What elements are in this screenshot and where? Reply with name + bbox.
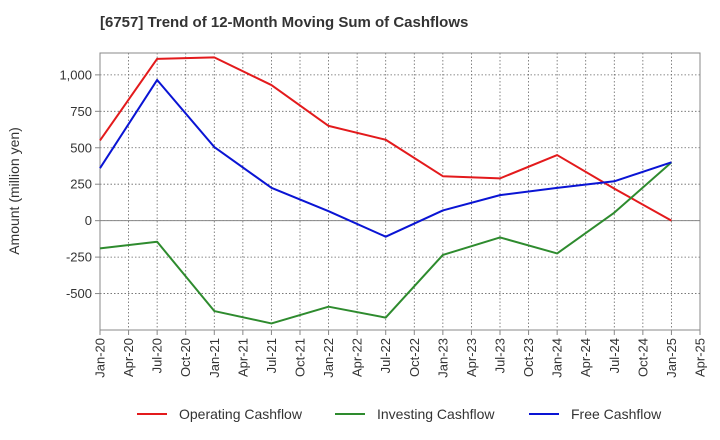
x-tick-label: Apr-21 (235, 338, 250, 377)
legend-label-free-cashflow: Free Cashflow (571, 406, 662, 422)
x-tick-label: Apr-25 (693, 338, 708, 377)
y-tick-label: -500 (66, 286, 92, 301)
x-tick-label: Oct-22 (407, 338, 422, 377)
y-tick-label: -250 (66, 250, 92, 265)
x-tick-label: Apr-24 (578, 338, 593, 377)
x-tick-label: Jan-24 (550, 338, 565, 378)
series-lines (99, 56, 673, 325)
grid-lines (99, 53, 701, 330)
x-axis-ticks: Jan-20 Apr-20 Jul-20 Oct-20 Jan-21 Apr-21 Jul-… (93, 330, 708, 378)
series-line-free-cashflow (99, 78, 672, 238)
x-tick-label: Apr-20 (121, 338, 136, 377)
y-axis-title: Amount (million yen) (6, 127, 22, 255)
x-tick-label: Apr-23 (464, 338, 479, 377)
legend-label-investing-cashflow: Investing Cashflow (377, 406, 495, 422)
series-line-investing-cashflow (99, 161, 673, 325)
legend-label-operating-cashflow: Operating Cashflow (179, 406, 303, 422)
x-tick-label: Apr-22 (350, 338, 365, 377)
x-tick-label: Jul-23 (493, 338, 508, 373)
y-axis-ticks: -500 -250 0 250 500 750 1,000 (59, 67, 100, 301)
x-tick-label: Jul-21 (264, 338, 279, 373)
x-tick-label: Jul-20 (150, 338, 165, 373)
x-tick-label: Jan-20 (93, 338, 108, 378)
x-tick-label: Oct-21 (293, 338, 308, 377)
x-tick-label: Oct-23 (521, 338, 536, 377)
x-tick-label: Oct-24 (635, 338, 650, 377)
y-tick-label: 250 (70, 177, 92, 192)
x-tick-label: Jan-22 (321, 338, 336, 378)
plot-frame (99, 52, 701, 331)
y-tick-label: 750 (70, 104, 92, 119)
x-tick-label: Jan-21 (207, 338, 222, 378)
x-tick-label: Oct-20 (178, 338, 193, 377)
y-tick-label: 0 (85, 213, 92, 228)
legend: Operating Cashflow Investing Cashflow Free… (137, 406, 662, 422)
chart-title: [6757] Trend of 12-Month Moving Sum of C… (100, 14, 469, 31)
x-tick-label: Jul-22 (378, 338, 393, 373)
y-tick-label: 500 (70, 140, 92, 155)
y-tick-label: 1,000 (59, 67, 92, 82)
x-tick-label: Jan-23 (435, 338, 450, 378)
series-line-operating-cashflow (99, 56, 672, 222)
x-tick-label: Jan-25 (664, 338, 679, 378)
x-tick-label: Jul-24 (607, 338, 622, 373)
